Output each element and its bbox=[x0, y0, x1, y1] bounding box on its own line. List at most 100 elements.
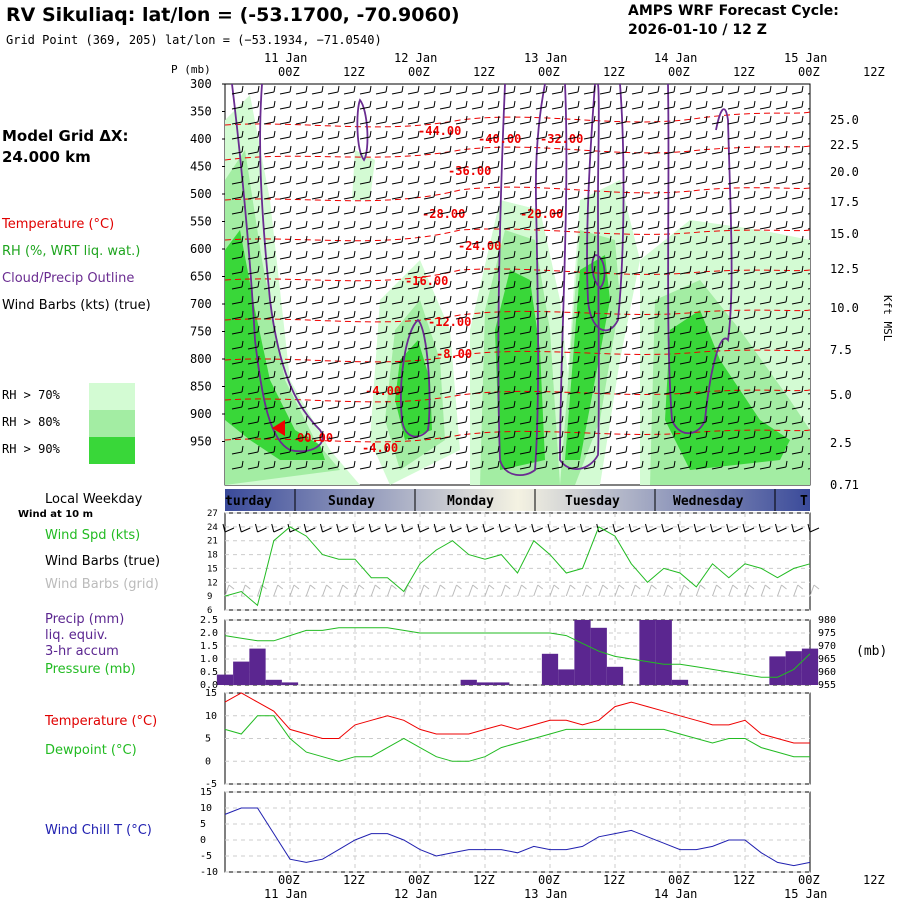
wind-barb-flag bbox=[369, 370, 372, 378]
wind-barb-flag bbox=[321, 460, 324, 468]
wind-barb bbox=[727, 376, 739, 380]
wind-barb-10m-flag bbox=[222, 523, 226, 533]
wind-barb-flag bbox=[289, 325, 292, 333]
wind-barb-flag bbox=[689, 355, 692, 363]
wind-barb bbox=[535, 181, 547, 185]
wind-barb-flag bbox=[401, 85, 404, 93]
wind-barb bbox=[503, 211, 515, 215]
wind-barb bbox=[743, 391, 755, 395]
temperature-labels: -44.00-40.00 -32.00-36.00-28.00 -20.00-24.… bbox=[297, 124, 583, 455]
wind-barb-flag bbox=[337, 100, 340, 108]
kft-tick: 10.0 bbox=[830, 301, 859, 315]
wind-barb-10m bbox=[631, 527, 641, 533]
wind-barb bbox=[695, 301, 707, 305]
pressure-tick: 600 bbox=[190, 242, 212, 256]
wind-barb bbox=[247, 256, 259, 260]
wind-barb bbox=[679, 466, 691, 470]
wind-barb bbox=[231, 271, 243, 275]
wind-barb bbox=[311, 346, 323, 350]
wind-barb-flag bbox=[481, 430, 484, 438]
time-tick-bottom: 00Z bbox=[278, 873, 300, 887]
wind-barb-flag bbox=[721, 445, 724, 453]
wind-barb-flag bbox=[545, 325, 548, 333]
wind-barb-flag bbox=[337, 205, 340, 213]
wind-barb bbox=[599, 331, 611, 335]
wind-barb-flag bbox=[417, 385, 420, 393]
wind-barb bbox=[295, 466, 307, 470]
wind-barb bbox=[679, 316, 691, 320]
wind-barb bbox=[391, 346, 403, 350]
wind-barb bbox=[775, 91, 787, 95]
wind-barb bbox=[679, 346, 691, 350]
wind-barb bbox=[759, 151, 771, 155]
wind-barb-flag bbox=[689, 265, 692, 273]
wind-barb bbox=[263, 271, 275, 275]
wind-barb-flag bbox=[417, 130, 420, 138]
wind-barb-flag bbox=[769, 445, 772, 453]
wind-barb bbox=[599, 361, 611, 365]
wind-barb-grid-flag bbox=[699, 584, 706, 590]
wind-barb bbox=[519, 421, 531, 425]
wind-barb bbox=[727, 181, 739, 185]
wind-barb-flag bbox=[433, 325, 436, 333]
wind-barb-flag bbox=[529, 160, 532, 168]
wind-barb bbox=[679, 286, 691, 290]
wind-barb bbox=[375, 406, 387, 410]
wind-barb-flag bbox=[689, 340, 692, 348]
wind-barb-flag bbox=[609, 250, 612, 258]
wind-barb bbox=[279, 466, 291, 470]
wind-barb-flag bbox=[561, 385, 564, 393]
time-tick-top: 12Z bbox=[473, 65, 495, 79]
wind-barb bbox=[551, 271, 563, 275]
wind-barb-flag bbox=[737, 85, 740, 93]
wind-barb bbox=[391, 421, 403, 425]
wind-barb bbox=[663, 166, 675, 170]
wind-barb bbox=[375, 391, 387, 395]
wind-barb-flag bbox=[385, 370, 388, 378]
wind-barb bbox=[759, 301, 771, 305]
wind-barb bbox=[343, 151, 355, 155]
wind-barb bbox=[599, 226, 611, 230]
wind-barb-flag bbox=[689, 235, 692, 243]
wind-barb bbox=[231, 466, 243, 470]
wind-barb bbox=[487, 361, 499, 365]
wind-barb-flag bbox=[433, 370, 436, 378]
wind-barb bbox=[727, 406, 739, 410]
wind-barb-flag bbox=[641, 100, 644, 108]
wind-barb bbox=[423, 136, 435, 140]
wind-barb-flag bbox=[257, 130, 260, 138]
wind-barb-grid bbox=[370, 584, 376, 597]
wind-barb-flag bbox=[545, 250, 548, 258]
wind-barb-flag bbox=[545, 430, 548, 438]
wind-barb bbox=[343, 301, 355, 305]
wind-barb-flag bbox=[513, 280, 516, 288]
wind-barb bbox=[679, 91, 691, 95]
wind-barb-flag bbox=[737, 115, 740, 123]
wind-barb bbox=[407, 271, 419, 275]
wind-barb bbox=[807, 153, 810, 155]
wind-barb-flag bbox=[289, 385, 292, 393]
wind-barb-flag bbox=[721, 220, 724, 228]
wind-barb-flag bbox=[497, 115, 500, 123]
wind-barb-flag bbox=[593, 340, 596, 348]
wind-barb-flag bbox=[625, 370, 628, 378]
wind-barb bbox=[279, 106, 291, 110]
wind-barb-flag bbox=[673, 280, 676, 288]
wind-barb bbox=[471, 181, 483, 185]
wind-barb-flag bbox=[753, 250, 756, 258]
wind-barb bbox=[359, 166, 371, 170]
wind-barb-flag bbox=[353, 100, 356, 108]
wind-barb-flag bbox=[529, 205, 532, 213]
wind-barb-flag bbox=[481, 280, 484, 288]
wind-barb-10m bbox=[533, 527, 543, 533]
wind-barb bbox=[743, 421, 755, 425]
pressure-tick: 960 bbox=[818, 667, 836, 678]
wind-barb bbox=[519, 166, 531, 170]
wind-barb-10m bbox=[679, 527, 690, 533]
wind-barb-flag bbox=[433, 190, 436, 198]
wind-barb bbox=[503, 316, 515, 320]
wind-barb bbox=[599, 271, 611, 275]
wind-barb bbox=[807, 468, 810, 470]
wind-barb bbox=[535, 421, 547, 425]
